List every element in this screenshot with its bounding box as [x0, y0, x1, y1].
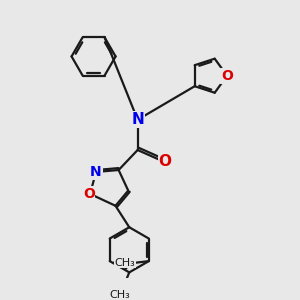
Text: O: O [159, 154, 172, 169]
Text: O: O [221, 69, 233, 83]
Text: N: N [131, 112, 144, 127]
Text: CH₃: CH₃ [109, 290, 130, 300]
Text: CH₃: CH₃ [115, 258, 135, 268]
Text: O: O [83, 187, 95, 201]
Text: N: N [90, 165, 102, 179]
